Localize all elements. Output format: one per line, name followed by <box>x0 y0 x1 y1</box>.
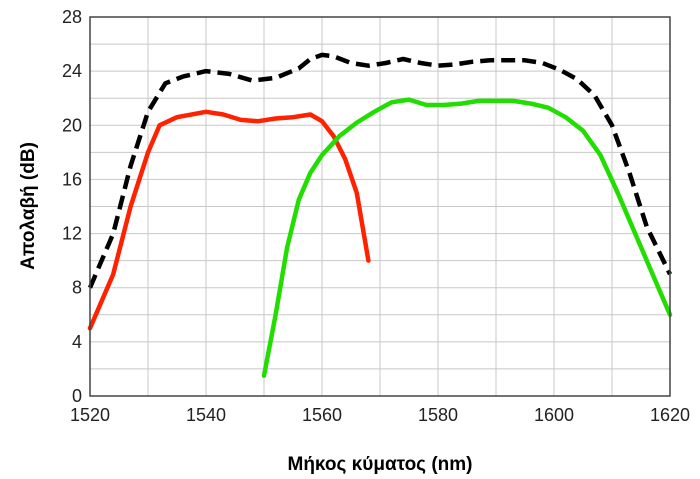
y-tick-label: 24 <box>62 61 82 81</box>
y-tick-labels: 0 4 8 12 16 20 24 28 <box>62 7 82 406</box>
x-tick-label: 1620 <box>650 405 690 425</box>
x-axis-title: Μήκος κύματος (nm) <box>288 454 473 475</box>
y-tick-label: 8 <box>72 278 82 298</box>
x-tick-label: 1540 <box>186 405 226 425</box>
x-tick-label: 1560 <box>302 405 342 425</box>
y-tick-label: 20 <box>62 115 82 135</box>
series-line-2 <box>261 97 673 378</box>
y-tick-label: 16 <box>62 169 82 189</box>
y-tick-label: 4 <box>72 332 82 352</box>
x-tick-labels: 1520 1540 1560 1580 1600 1620 <box>70 405 690 425</box>
y-tick-label: 0 <box>72 386 82 406</box>
y-axis-title: Απολαβή (dB) <box>18 142 39 270</box>
x-tick-label: 1520 <box>70 405 110 425</box>
x-tick-label: 1580 <box>418 405 458 425</box>
y-tick-label: 12 <box>62 224 82 244</box>
x-tick-label: 1600 <box>534 405 574 425</box>
y-tick-label: 28 <box>62 7 82 27</box>
plot-frame <box>89 16 671 397</box>
series-lines <box>87 52 673 378</box>
series-line-3 <box>87 52 673 289</box>
